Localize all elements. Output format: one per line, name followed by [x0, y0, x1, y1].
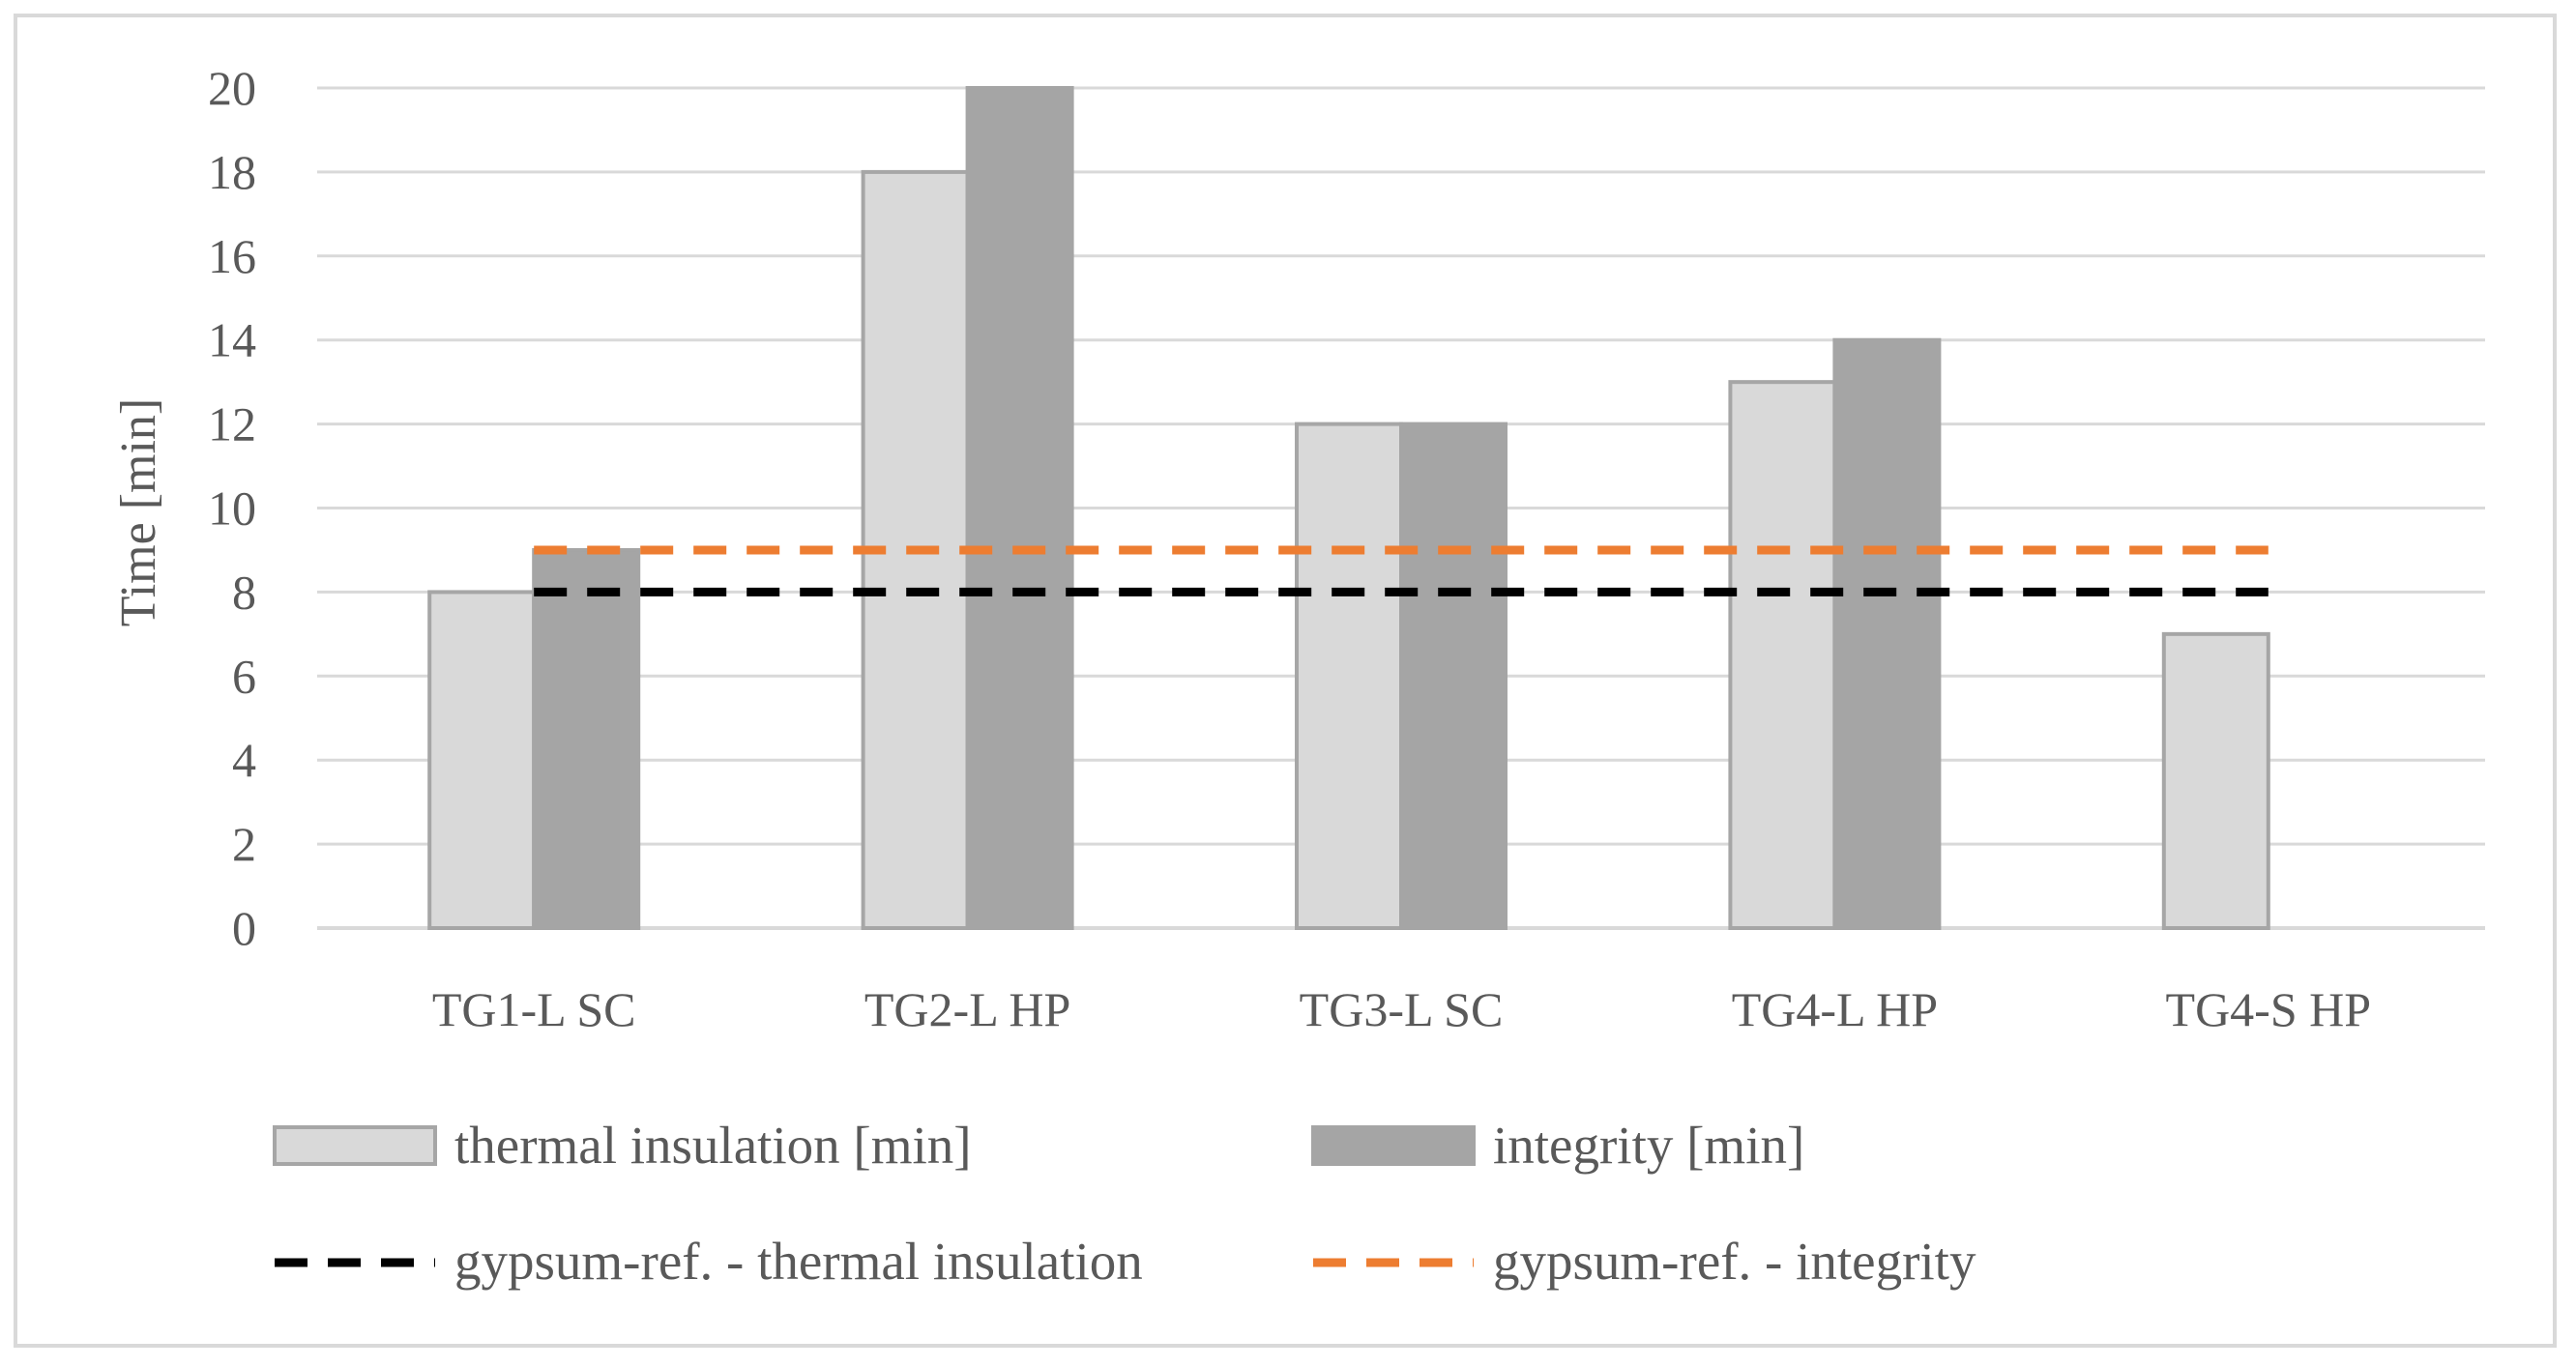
bar-thermal-insulation [2161, 631, 2270, 930]
y-tick-label: 0 [232, 901, 256, 955]
bar-thermal-insulation [1295, 422, 1403, 931]
y-tick-label: 10 [208, 481, 256, 536]
legend-label-integrity: integrity [min] [1493, 1116, 1804, 1175]
x-tick-label: TG2-L HP [864, 982, 1070, 1036]
legend: thermal insulation [min] integrity [min]… [273, 1116, 1976, 1291]
bar-integrity [1399, 422, 1508, 931]
y-tick-label: 18 [208, 145, 256, 199]
y-tick-label: 12 [208, 397, 256, 451]
y-tick-label: 2 [232, 817, 256, 871]
y-tick-label: 14 [208, 313, 256, 367]
y-tick-label: 16 [208, 229, 256, 283]
bar-integrity [532, 547, 641, 930]
y-axis-title: Time [min] [111, 398, 166, 626]
y-tick-label: 20 [208, 61, 256, 115]
y-tick-labels: 0 2 4 6 8 10 12 14 16 18 20 [208, 61, 256, 955]
x-tick-label: TG3-L SC [1300, 982, 1504, 1036]
x-tick-labels: TG1-L SC TG2-L HP TG3-L SC TG4-L HP TG4-S HP [432, 982, 2371, 1036]
y-tick-label: 8 [232, 565, 256, 619]
legend-label-gypsum-thermal: gypsum-ref. - thermal insulation [454, 1232, 1143, 1291]
gridlines [317, 86, 2485, 930]
x-tick-label: TG4-S HP [2166, 982, 2372, 1036]
y-tick-label: 4 [232, 733, 256, 787]
legend-swatch-integrity [1311, 1125, 1476, 1166]
legend-label-gypsum-integrity: gypsum-ref. - integrity [1493, 1232, 1976, 1291]
legend-swatch-thermal-insulation [273, 1125, 437, 1166]
bar-integrity [1832, 337, 1942, 930]
bar-integrity [965, 86, 1074, 930]
bar-thermal-insulation [427, 590, 537, 931]
y-tick-label: 6 [232, 649, 256, 703]
bar-thermal-insulation [1728, 380, 1837, 930]
reference-lines [534, 545, 2269, 596]
legend-label-thermal-insulation: thermal insulation [min] [454, 1116, 972, 1175]
x-tick-label: TG4-L HP [1732, 982, 1938, 1036]
x-tick-label: TG1-L SC [432, 982, 636, 1036]
